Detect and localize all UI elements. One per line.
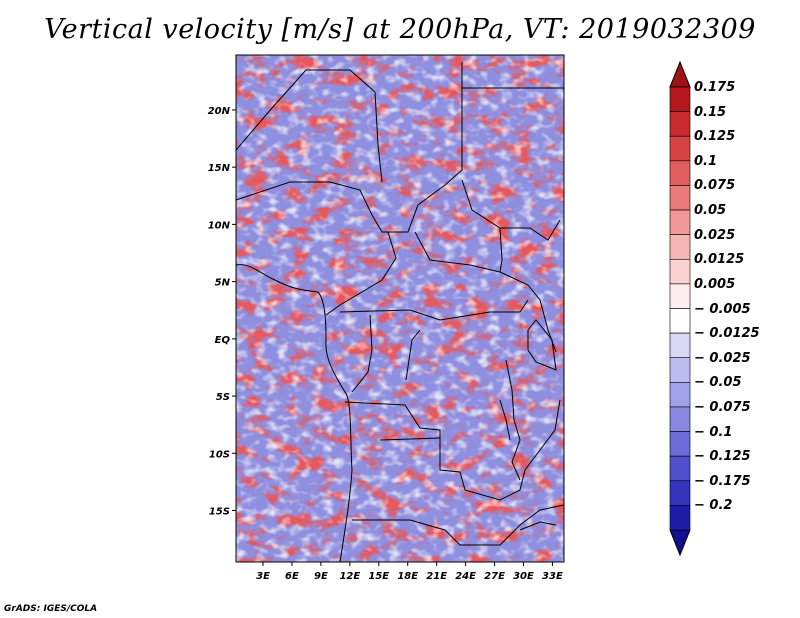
lat-tick-label: 15N: [208, 163, 231, 174]
colorbar-swatch: [669, 332, 691, 359]
colorbar-label: − 0.025: [694, 350, 751, 366]
colorbar-label: − 0.1: [694, 424, 733, 440]
colorbar-label: − 0.075: [694, 399, 751, 415]
longitude-ticks: 3E 6E 9E 12E 15E 18E 21E 24E 27E 30E 33E: [256, 562, 563, 582]
colorbar-label: 0.005: [694, 276, 736, 292]
lat-tick-label: 10N: [208, 220, 231, 231]
colorbar-swatch: [669, 160, 691, 186]
colorbar-swatch: [669, 234, 691, 260]
colorbar-label: 0.0125: [694, 252, 745, 268]
lon-tick-label: 12E: [339, 571, 360, 582]
colorbar-swatch: [669, 308, 691, 334]
colorbar-swatch: [669, 185, 691, 211]
velocity-field: [236, 55, 564, 562]
colorbar-label: 0.15: [694, 104, 727, 120]
lat-tick-label: 5N: [215, 278, 231, 289]
colorbar-swatch: [669, 480, 691, 506]
colorbar-label: 0.175: [694, 80, 736, 95]
colorbar-swatch: [669, 406, 691, 432]
colorbar-swatch: [669, 505, 691, 531]
lon-tick-label: 9E: [314, 571, 328, 582]
lon-tick-label: 33E: [542, 571, 563, 582]
colorbar-label: 0.05: [694, 203, 727, 219]
lat-tick-label: 15S: [209, 506, 230, 517]
country-borders: [236, 62, 564, 562]
colorbar-label: − 0.0125: [694, 326, 760, 342]
lon-tick-label: 15E: [368, 571, 389, 582]
colorbar-label: − 0.2: [694, 498, 733, 514]
lon-tick-label: 30E: [513, 571, 534, 582]
colorbar-label: 0.1: [694, 153, 718, 169]
chart-title: Vertical velocity [m/s] at 200hPa, VT: 2…: [44, 14, 756, 45]
colorbar-label: − 0.005: [694, 301, 751, 317]
lon-tick-label: 18E: [397, 571, 418, 582]
lon-tick-label: 21E: [426, 571, 447, 582]
lat-tick-label: 10S: [209, 449, 230, 460]
colorbar-label: − 0.05: [694, 375, 742, 391]
colorbar-label: 0.075: [694, 178, 736, 194]
colorbar-swatch: [669, 431, 691, 457]
colorbar-swatch: [669, 382, 691, 408]
lat-tick-label: EQ: [215, 335, 231, 346]
colorbar-bottom-triangle: [669, 529, 691, 557]
lon-tick-label: 3E: [256, 571, 270, 582]
lon-tick-label: 24E: [455, 571, 476, 582]
lon-tick-label: 6E: [285, 571, 299, 582]
colorbar-swatch: [669, 357, 691, 383]
colorbar-label: 0.125: [694, 129, 736, 145]
colorbar: [669, 60, 691, 557]
lat-tick-label: 5S: [216, 392, 230, 403]
colorbar-swatch: [669, 111, 691, 137]
colorbar-swatch: [669, 135, 691, 162]
lat-tick-label: 20N: [208, 106, 231, 117]
colorbar-swatch: [669, 209, 691, 235]
lon-tick-label: 27E: [484, 571, 505, 582]
colorbar-label: 0.025: [694, 227, 736, 243]
colorbar-label: − 0.125: [694, 449, 751, 465]
colorbar-swatch: [669, 258, 691, 285]
map-frame: [235, 54, 565, 563]
colorbar-swatch: [669, 86, 691, 112]
colorbar-label: − 0.175: [694, 473, 751, 489]
colorbar-swatch: [669, 455, 691, 482]
latitude-ticks: 20N 15N 10N 5N EQ 5S 10S 15S: [208, 106, 236, 517]
colorbar-top-triangle: [669, 60, 691, 88]
colorbar-swatch: [669, 283, 691, 309]
grads-credit: GrADS: IGES/COLA: [4, 604, 98, 614]
